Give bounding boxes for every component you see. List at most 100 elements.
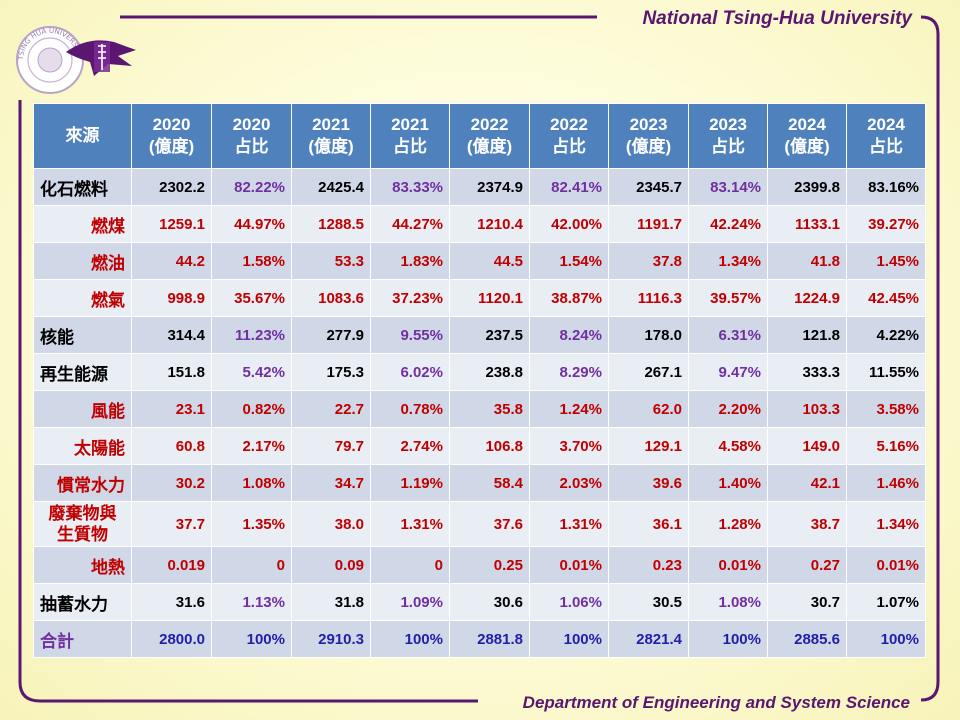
row-label: 燃煤 — [33, 205, 132, 243]
value-cell: 178.0 — [608, 316, 689, 354]
value-cell: 35.8 — [449, 390, 530, 428]
row-label: 抽蓄水力 — [33, 583, 132, 621]
department-footer: Department of Engineering and System Sci… — [522, 693, 910, 712]
share-cell: 1.34% — [846, 501, 926, 547]
share-cell: 100% — [688, 620, 768, 658]
row-label: 再生能源 — [33, 353, 132, 391]
column-header: 2022 占比 — [529, 103, 609, 169]
share-cell: 1.54% — [529, 242, 609, 280]
row-label: 太陽能 — [33, 427, 132, 465]
value-cell: 37.7 — [131, 501, 212, 547]
value-cell: 1083.6 — [291, 279, 371, 317]
column-header: 2021 占比 — [370, 103, 450, 169]
value-cell: 62.0 — [608, 390, 689, 428]
value-cell: 37.6 — [449, 501, 530, 547]
share-cell: 100% — [846, 620, 926, 658]
share-cell: 83.14% — [688, 168, 768, 206]
table-row: 廢棄物與 生質物 37.7 1.35% 38.0 1.31% 37.6 1.31% 36.1 1… — [33, 501, 926, 547]
row-label: 廢棄物與 生質物 — [33, 501, 132, 547]
value-cell: 151.8 — [131, 353, 212, 391]
value-cell: 1210.4 — [449, 205, 530, 243]
share-cell: 8.29% — [529, 353, 609, 391]
value-cell: 1224.9 — [767, 279, 847, 317]
value-cell: 2345.7 — [608, 168, 689, 206]
value-cell: 42.1 — [767, 464, 847, 502]
share-cell: 82.22% — [211, 168, 292, 206]
value-cell: 36.1 — [608, 501, 689, 547]
share-cell: 2.74% — [370, 427, 450, 465]
share-cell: 9.47% — [688, 353, 768, 391]
table-row: 再生能源 151.8 5.42% 175.3 6.02% 238.8 8.29% 267.1 9… — [33, 353, 926, 391]
column-header: 2023 占比 — [688, 103, 768, 169]
value-cell: 1133.1 — [767, 205, 847, 243]
share-cell: 1.31% — [370, 501, 450, 547]
share-cell: 83.16% — [846, 168, 926, 206]
column-header: 2021 (億度) — [291, 103, 371, 169]
share-cell: 1.28% — [688, 501, 768, 547]
value-cell: 2374.9 — [449, 168, 530, 206]
value-cell: 44.2 — [131, 242, 212, 280]
nthu-seal-logo: TSING HUA UNIVERSITY — [16, 26, 136, 94]
value-cell: 106.8 — [449, 427, 530, 465]
share-cell: 100% — [370, 620, 450, 658]
share-cell: 82.41% — [529, 168, 609, 206]
share-cell: 1.06% — [529, 583, 609, 621]
share-cell: 6.31% — [688, 316, 768, 354]
share-cell: 1.13% — [211, 583, 292, 621]
share-cell: 1.45% — [846, 242, 926, 280]
share-cell: 1.08% — [688, 583, 768, 621]
value-cell: 2399.8 — [767, 168, 847, 206]
share-cell: 0.01% — [529, 546, 609, 584]
share-cell: 2.03% — [529, 464, 609, 502]
power-generation-table: 來源 2020 (億度) 2020 占比 2021 (億度) 2021 占比 2022 (… — [33, 103, 926, 658]
share-cell: 2.17% — [211, 427, 292, 465]
share-cell: 100% — [211, 620, 292, 658]
value-cell: 30.7 — [767, 583, 847, 621]
value-cell: 22.7 — [291, 390, 371, 428]
value-cell: 38.7 — [767, 501, 847, 547]
value-cell: 1288.5 — [291, 205, 371, 243]
share-cell: 0.78% — [370, 390, 450, 428]
table-row: 核能 314.4 11.23% 277.9 9.55% 237.5 8.24% 178.0 6.… — [33, 316, 926, 354]
share-cell: 1.34% — [688, 242, 768, 280]
value-cell: 103.3 — [767, 390, 847, 428]
share-cell: 1.24% — [529, 390, 609, 428]
value-cell: 277.9 — [291, 316, 371, 354]
value-cell: 333.3 — [767, 353, 847, 391]
share-cell: 0.01% — [688, 546, 768, 584]
value-cell: 267.1 — [608, 353, 689, 391]
row-label: 風能 — [33, 390, 132, 428]
row-label: 慣常水力 — [33, 464, 132, 502]
share-cell: 38.87% — [529, 279, 609, 317]
share-cell: 35.67% — [211, 279, 292, 317]
table-row: 太陽能 60.8 2.17% 79.7 2.74% 106.8 3.70% 129.1 4.58… — [33, 427, 926, 465]
value-cell: 2885.6 — [767, 620, 847, 658]
value-cell: 30.6 — [449, 583, 530, 621]
share-cell: 1.58% — [211, 242, 292, 280]
value-cell: 0.019 — [131, 546, 212, 584]
column-header: 2024 占比 — [846, 103, 926, 169]
value-cell: 2425.4 — [291, 168, 371, 206]
row-label: 地熱 — [33, 546, 132, 584]
share-cell: 83.33% — [370, 168, 450, 206]
share-cell: 1.19% — [370, 464, 450, 502]
share-cell: 4.58% — [688, 427, 768, 465]
value-cell: 1116.3 — [608, 279, 689, 317]
value-cell: 237.5 — [449, 316, 530, 354]
value-cell: 79.7 — [291, 427, 371, 465]
share-cell: 1.83% — [370, 242, 450, 280]
share-cell: 1.31% — [529, 501, 609, 547]
column-header: 2022 (億度) — [449, 103, 530, 169]
column-header: 2024 (億度) — [767, 103, 847, 169]
table-row: 燃氣 998.9 35.67% 1083.6 37.23% 1120.1 38.87% 111… — [33, 279, 926, 317]
value-cell: 2821.4 — [608, 620, 689, 658]
value-cell: 0.23 — [608, 546, 689, 584]
value-cell: 30.5 — [608, 583, 689, 621]
value-cell: 0.25 — [449, 546, 530, 584]
column-header: 2020 占比 — [211, 103, 292, 169]
share-cell: 9.55% — [370, 316, 450, 354]
share-cell: 0.01% — [846, 546, 926, 584]
share-cell: 2.20% — [688, 390, 768, 428]
value-cell: 2910.3 — [291, 620, 371, 658]
value-cell: 31.8 — [291, 583, 371, 621]
